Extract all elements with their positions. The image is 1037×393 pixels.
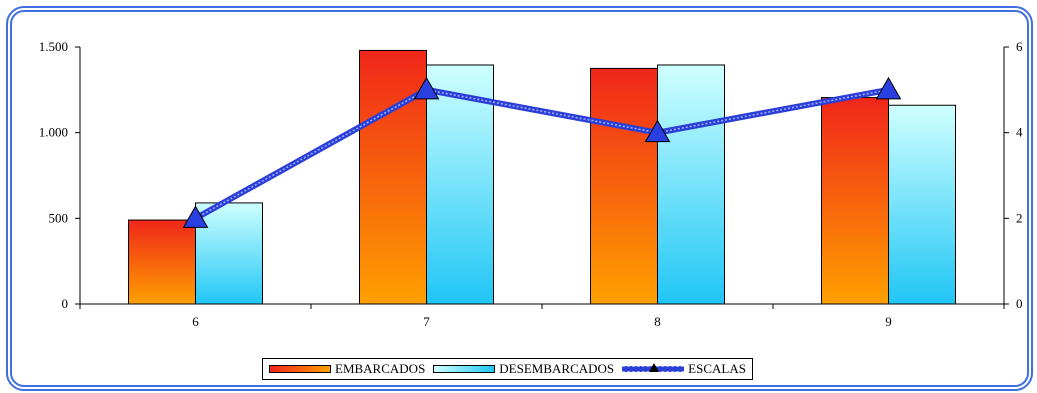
y-right-tick-label: 0 <box>1016 296 1023 311</box>
x-tick-label: 8 <box>654 314 661 329</box>
legend-item-desembarcados: DESEMBARCADOS <box>433 361 614 377</box>
marker-escalas <box>644 119 671 143</box>
legend-item-escalas: ESCALAS <box>622 361 746 377</box>
y-right-tick-label: 2 <box>1016 210 1023 225</box>
bar-embarcados <box>128 219 196 305</box>
x-tick-label: 7 <box>423 314 430 329</box>
chart-legend: EMBARCADOS DESEMBARCADOS ESCALAS <box>262 358 753 380</box>
line-escalas-highlight <box>195 89 889 219</box>
y-left-tick-label: 1.500 <box>39 39 68 54</box>
y-right-tick-label: 6 <box>1016 39 1023 54</box>
bar-embarcados <box>590 67 658 305</box>
x-tick-label: 6 <box>192 314 199 329</box>
chart-frame <box>6 6 1033 391</box>
bar-embarcados <box>359 49 427 305</box>
y-right-tick-label: 4 <box>1016 125 1023 140</box>
y-left-tick-label: 0 <box>62 296 69 311</box>
bar-desembarcados <box>426 64 494 305</box>
legend-item-embarcados: EMBARCADOS <box>269 361 425 377</box>
marker-escalas <box>875 76 902 100</box>
y-left-tick-label: 1.000 <box>39 125 68 140</box>
bar-desembarcados <box>657 64 725 305</box>
bar-desembarcados <box>888 104 956 305</box>
bar-desembarcados <box>195 202 263 305</box>
x-tick-label: 9 <box>885 314 892 329</box>
marker-escalas <box>182 205 209 228</box>
legend-label-desembarcados: DESEMBARCADOS <box>499 361 615 376</box>
legend-swatch-escalas <box>622 363 685 372</box>
legend-swatch-embarcados <box>269 365 331 373</box>
y-left-tick-label: 500 <box>49 210 69 225</box>
legend-swatch-desembarcados <box>433 365 496 373</box>
marker-escalas <box>413 76 440 100</box>
legend-label-embarcados: EMBARCADOS <box>335 361 426 376</box>
legend-label-escalas: ESCALAS <box>688 361 746 376</box>
bar-embarcados <box>821 97 889 305</box>
